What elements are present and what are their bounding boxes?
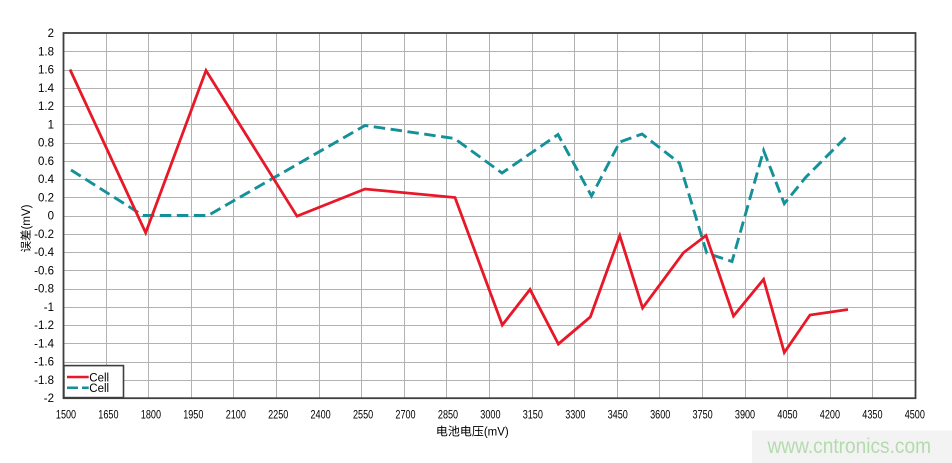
svg-text:-1.2: -1.2 [34, 320, 54, 332]
svg-text:-0.6: -0.6 [34, 265, 54, 277]
svg-text:Cell: Cell [89, 383, 109, 395]
svg-text:-1.8: -1.8 [34, 375, 54, 387]
svg-text:1.8: 1.8 [38, 46, 54, 58]
svg-text:4050: 4050 [777, 410, 797, 422]
svg-text:Cell: Cell [89, 372, 109, 384]
svg-text:www.cntronics.com: www.cntronics.com [767, 435, 931, 458]
svg-text:(mV): (mV) [21, 204, 33, 229]
svg-text:1650: 1650 [98, 410, 118, 422]
svg-text:-0.8: -0.8 [34, 284, 54, 296]
svg-text:4500: 4500 [905, 410, 925, 422]
svg-text:3150: 3150 [523, 410, 543, 422]
svg-text:-1.4: -1.4 [34, 338, 54, 350]
svg-text:-0.4: -0.4 [34, 247, 54, 259]
svg-text:3300: 3300 [565, 410, 585, 422]
svg-text:2400: 2400 [311, 410, 331, 422]
svg-text:4350: 4350 [862, 410, 882, 422]
svg-text:-0.2: -0.2 [34, 229, 54, 241]
svg-text:0.8: 0.8 [38, 138, 54, 150]
svg-text:2700: 2700 [395, 410, 415, 422]
svg-text:1: 1 [48, 119, 54, 131]
svg-text:-1: -1 [44, 302, 54, 314]
svg-text:3750: 3750 [693, 410, 713, 422]
svg-text:2250: 2250 [268, 410, 288, 422]
svg-text:3900: 3900 [735, 410, 755, 422]
svg-text:0.6: 0.6 [38, 156, 54, 168]
svg-text:-2: -2 [44, 393, 54, 405]
svg-text:3450: 3450 [608, 410, 628, 422]
svg-text:2: 2 [48, 28, 54, 40]
svg-text:1800: 1800 [141, 410, 161, 422]
svg-text:(mV): (mV) [484, 427, 509, 439]
svg-text:2100: 2100 [226, 410, 246, 422]
svg-text:0.2: 0.2 [38, 192, 54, 204]
svg-text:1950: 1950 [183, 410, 203, 422]
svg-text:4200: 4200 [820, 410, 840, 422]
svg-text:0.4: 0.4 [38, 174, 55, 186]
svg-text:2850: 2850 [438, 410, 458, 422]
svg-text:0: 0 [48, 211, 54, 223]
svg-text:3000: 3000 [480, 410, 500, 422]
svg-text:1500: 1500 [56, 410, 76, 422]
svg-text:3600: 3600 [650, 410, 670, 422]
svg-text:2550: 2550 [353, 410, 373, 422]
svg-text:1.2: 1.2 [38, 101, 54, 113]
svg-text:1.6: 1.6 [38, 65, 54, 77]
svg-text:-1.6: -1.6 [34, 357, 54, 369]
svg-text:1.4: 1.4 [38, 83, 55, 95]
